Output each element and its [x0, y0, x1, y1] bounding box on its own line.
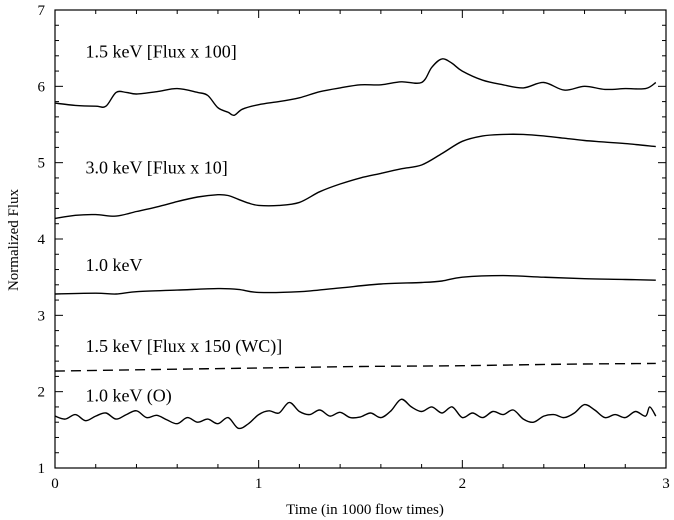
- series-line-1: [54, 58, 657, 117]
- x-tick-label: 0: [51, 476, 59, 492]
- series-label-3: 1.0 keV: [86, 255, 143, 275]
- x-axis-title: Time (in 1000 flow times): [286, 502, 444, 518]
- y-tick-label: 4: [38, 232, 46, 248]
- y-axis-title: Normalized Flux: [6, 188, 22, 291]
- series-line-5: [54, 398, 657, 430]
- series-line-2: [54, 133, 656, 220]
- series-label-2: 3.0 keV [Flux x 10]: [86, 157, 228, 177]
- x-tick-label: 1: [255, 476, 263, 492]
- x-tick-label: 3: [662, 476, 670, 492]
- series-line-3: [54, 274, 656, 295]
- y-tick-label: 6: [38, 79, 46, 95]
- series-label-1: 1.5 keV [Flux x 100]: [86, 41, 237, 61]
- y-tick-label: 1: [38, 461, 46, 477]
- series-label-4: 1.5 keV [Flux x 150 (WC)]: [86, 336, 283, 357]
- y-tick-label: 7: [38, 3, 46, 19]
- x-tick-label: 2: [459, 476, 467, 492]
- y-tick-label: 5: [38, 156, 46, 172]
- y-tick-label: 2: [38, 385, 46, 401]
- y-tick-label: 3: [38, 308, 46, 324]
- series-label-5: 1.0 keV (O): [86, 386, 172, 407]
- series-line-4: [54, 362, 656, 372]
